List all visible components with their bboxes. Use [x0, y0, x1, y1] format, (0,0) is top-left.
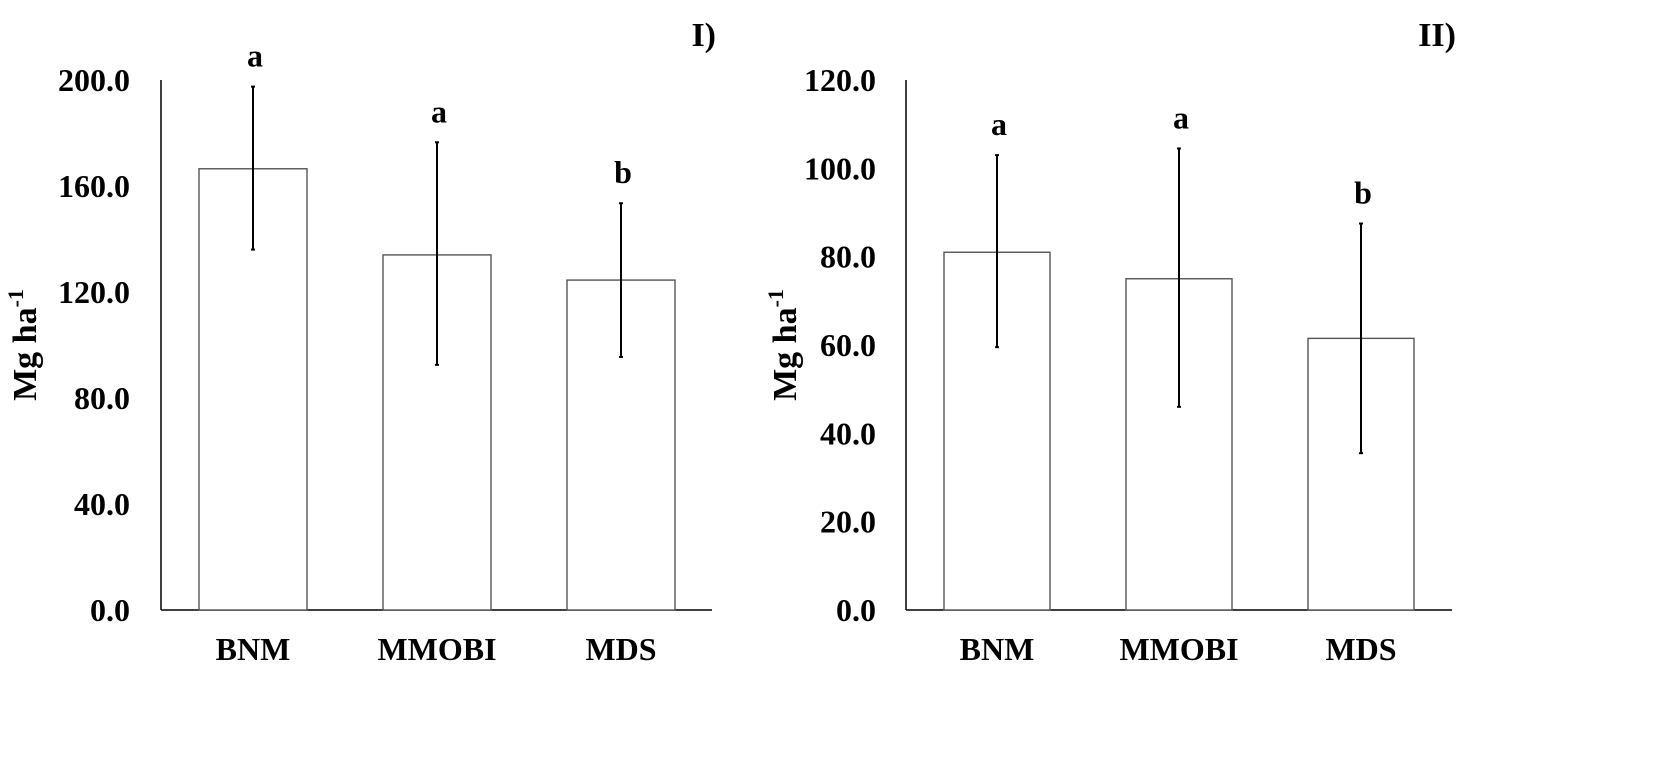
panel-2-y-tick-label: 100.0	[804, 150, 876, 186]
panel-1-y-tick-label: 40.0	[74, 486, 130, 522]
panel-2-y-tick-label: 20.0	[820, 504, 876, 540]
panel-2-y-axis-label: Mg ha-1	[763, 289, 804, 401]
panel-1-x-tick-label: MMOBI	[377, 631, 496, 667]
panel-1: 0.0 40.0 80.0 120.0 160.0 200.0 Mg ha-1 I) a BNM a…	[3, 17, 716, 667]
panel-1-y-tick-label: 160.0	[58, 168, 130, 204]
panel-2-y-tick-label: 0.0	[836, 592, 876, 628]
panel-1-significance-letter: a	[247, 38, 263, 74]
panel-1-significance-letter: b	[614, 154, 632, 190]
panel-2-significance-letter: a	[991, 106, 1007, 142]
panel-2-significance-letter: a	[1173, 99, 1189, 135]
panel-1-x-tick-label: BNM	[216, 631, 291, 667]
panel-1-significance-letter: a	[431, 93, 447, 129]
panel-2-panel-label: II)	[1418, 17, 1456, 54]
panel-2-x-tick-label: MMOBI	[1119, 631, 1238, 667]
panel-1-panel-label: I)	[691, 17, 716, 54]
panel-2-y-tick-label: 60.0	[820, 327, 876, 363]
panel-2-y-tick-label: 120.0	[804, 62, 876, 98]
panel-1-y-tick-label: 0.0	[90, 592, 130, 628]
panel-2-y-tick-label: 40.0	[820, 415, 876, 451]
panel-2-significance-letter: b	[1354, 175, 1372, 211]
panel-2-x-tick-label: MDS	[1325, 631, 1396, 667]
panel-2-y-tick-label: 80.0	[820, 239, 876, 275]
panel-1-y-axis-label: Mg ha-1	[3, 289, 44, 401]
panel-1-y-tick-label: 80.0	[74, 380, 130, 416]
panel-2-x-tick-label: BNM	[960, 631, 1035, 667]
panel-2: 0.0 20.0 40.0 60.0 80.0 100.0 120.0 Mg ha-1 II) a…	[763, 17, 1456, 667]
panel-1-x-tick-label: MDS	[585, 631, 656, 667]
panel-1-bar-mmobi	[382, 254, 492, 611]
panel-1-y-tick-label: 120.0	[58, 274, 130, 310]
panel-1-y-tick-label: 200.0	[58, 62, 130, 98]
